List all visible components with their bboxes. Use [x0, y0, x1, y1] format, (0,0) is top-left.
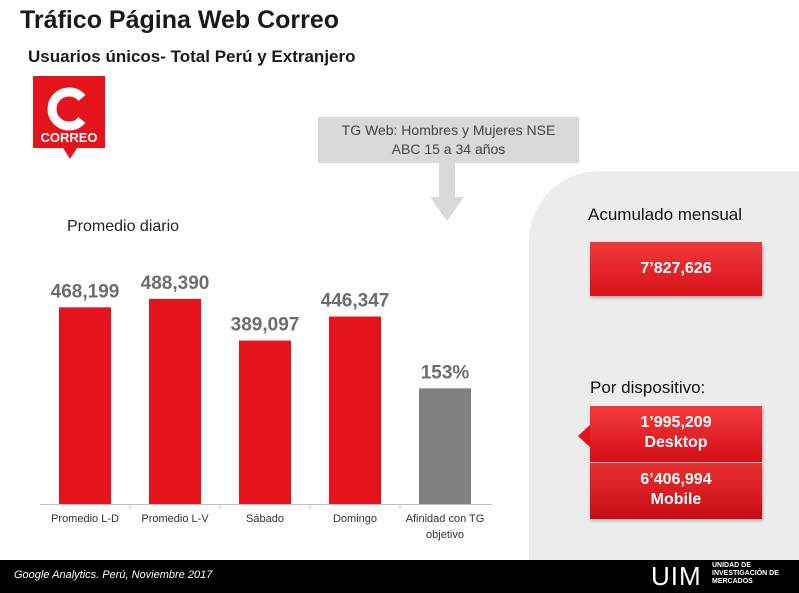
- x-tick-label-5-1: Afinidad con TG: [406, 513, 485, 525]
- acumulado-label: Acumulado mensual: [588, 205, 743, 224]
- down-arrow-icon: [430, 163, 464, 221]
- page-title: Tráfico Página Web Correo: [20, 6, 340, 34]
- mobile-label: Mobile: [650, 491, 702, 508]
- target-group-callout: TG Web: Hombres y Mujeres NSE ABC 15 a 3…: [318, 117, 579, 163]
- acumulado-value-box: 7’827,626: [590, 242, 762, 296]
- callout-line-2: ABC 15 a 34 años: [391, 141, 506, 157]
- logo-text: CORREO: [40, 130, 97, 145]
- page-subtitle: Usuarios únicos- Total Perú y Extranjero: [28, 47, 356, 66]
- bar-value-label-3: 389,097: [231, 315, 300, 336]
- callout-line-1: TG Web: Hombres y Mujeres NSE: [341, 122, 556, 138]
- pointer-arrow-icon: [578, 423, 592, 449]
- uim-brand: UIM: [651, 561, 702, 591]
- x-tick-label-5-2: objetivo: [426, 529, 464, 541]
- chart-label: Promedio diario: [67, 218, 180, 235]
- correo-logo: CORREO: [33, 76, 105, 159]
- mobile-box: 6’406,994 Mobile: [590, 463, 762, 519]
- bar-5: [419, 388, 471, 504]
- x-tick-label-1: Promedio L-D: [51, 513, 119, 525]
- uim-line-3: MERCADOS: [712, 578, 753, 585]
- desktop-value: 1’995,209: [640, 414, 712, 431]
- footer-source: Google Analytics. Perú, Noviembre 2017: [14, 569, 213, 581]
- uim-line-1: UNIDAD DE: [712, 562, 751, 569]
- x-tick-label-2: Promedio L-V: [141, 513, 209, 525]
- bar-value-label-5: 153%: [421, 362, 470, 383]
- dispositivo-label: Por dispositivo:: [590, 378, 706, 397]
- uim-line-2: INVESTIGACIÓN DE: [712, 570, 779, 577]
- uim-brand-subtitle: UNIDAD DE INVESTIGACIÓN DE MERCADOS: [712, 562, 798, 586]
- x-tick-label-4: Domingo: [333, 513, 377, 525]
- bar-chart: 468,199 Promedio L-D 488,390 Promedio L-V 38…: [40, 273, 492, 541]
- acumulado-value: 7’827,626: [640, 260, 712, 277]
- bar-value-label-2: 488,390: [141, 273, 210, 294]
- mobile-value: 6’406,994: [640, 471, 712, 488]
- desktop-box: 1’995,209 Desktop: [590, 406, 762, 462]
- bar-4: [329, 316, 381, 504]
- bar-value-label-1: 468,199: [51, 281, 120, 302]
- bar-value-label-4: 446,347: [321, 291, 390, 312]
- bar-1: [59, 307, 111, 504]
- x-tick-label-3: Sábado: [246, 513, 284, 525]
- bar-2: [149, 298, 201, 504]
- bar-3: [239, 340, 291, 504]
- footer: Google Analytics. Perú, Noviembre 2017 U…: [0, 560, 799, 593]
- desktop-label: Desktop: [644, 434, 708, 451]
